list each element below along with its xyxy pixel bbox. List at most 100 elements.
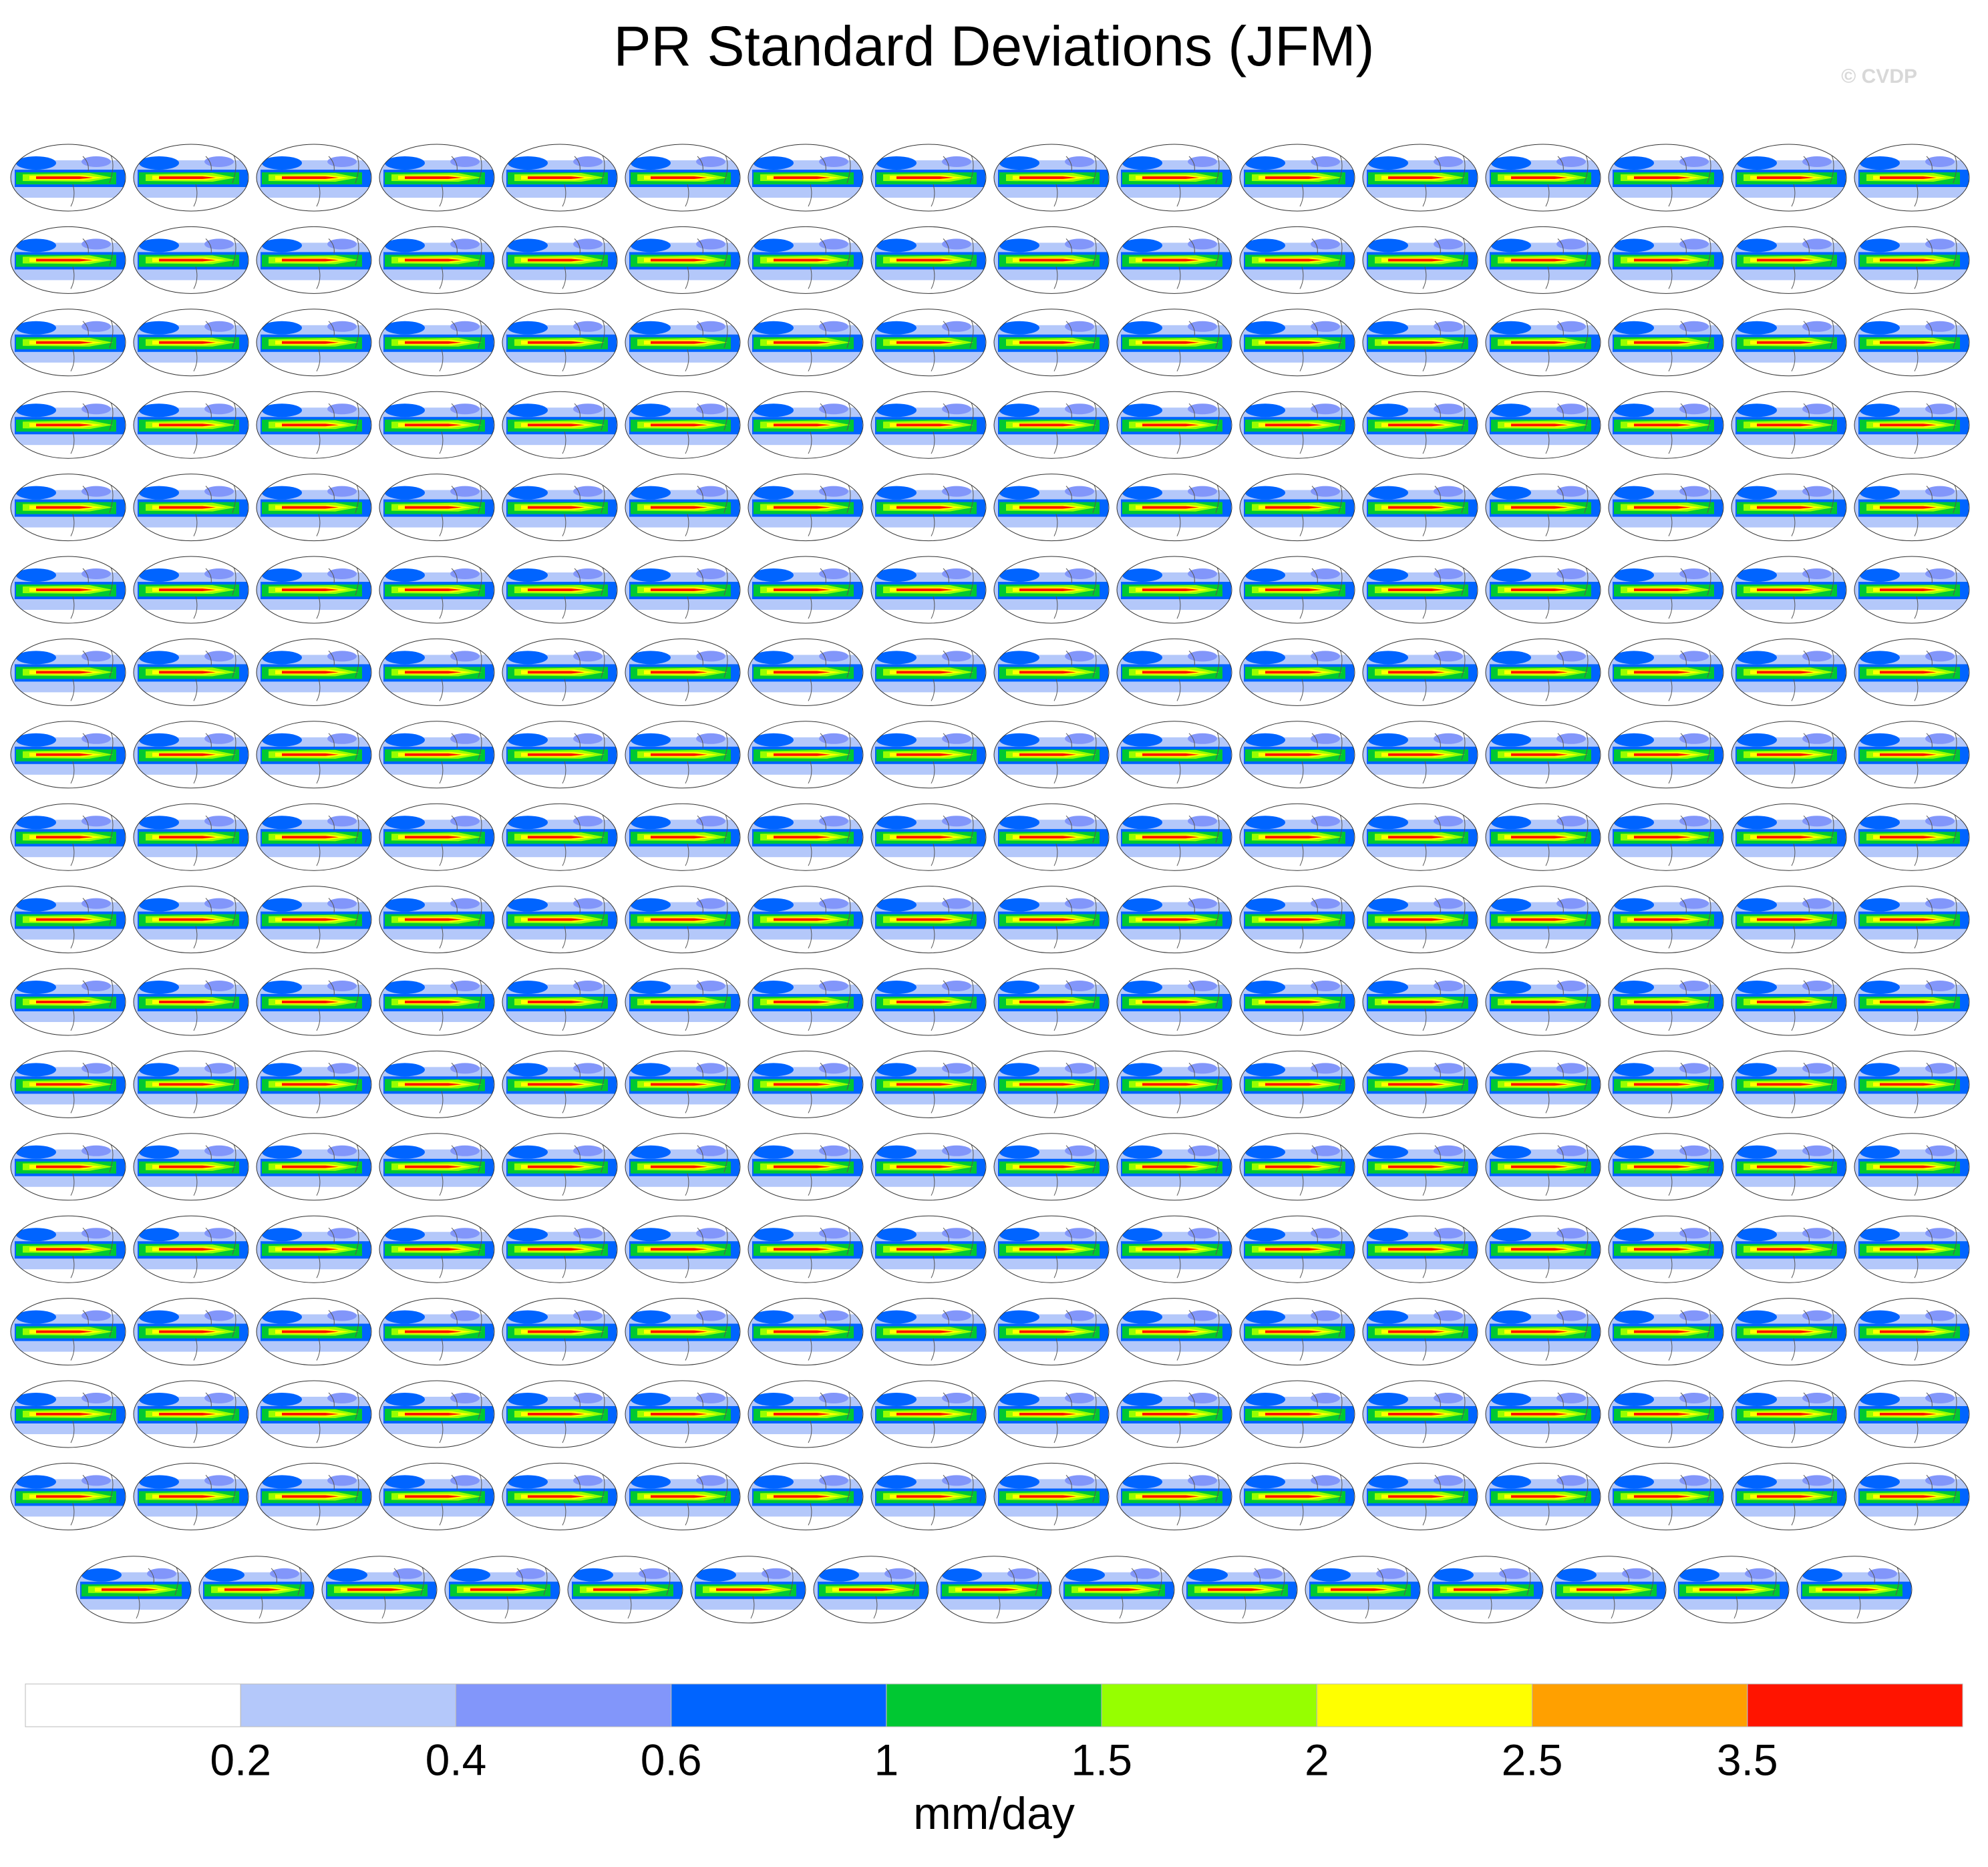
map-panel bbox=[1607, 225, 1725, 295]
map-panel bbox=[1238, 885, 1356, 955]
map-panel bbox=[1607, 720, 1725, 790]
map-panel bbox=[1484, 1379, 1602, 1449]
map-panel bbox=[501, 143, 619, 212]
map-panel bbox=[132, 802, 250, 872]
map-panel bbox=[1238, 802, 1356, 872]
map-panel bbox=[1607, 473, 1725, 542]
map-panel bbox=[747, 308, 864, 377]
map-panel bbox=[132, 390, 250, 460]
map-panel bbox=[993, 967, 1110, 1037]
map-panel bbox=[501, 225, 619, 295]
map-panel bbox=[689, 1555, 807, 1625]
map-panel bbox=[378, 225, 496, 295]
map-panel bbox=[255, 720, 373, 790]
map-panel bbox=[747, 390, 864, 460]
map-panel bbox=[1238, 225, 1356, 295]
map-panel bbox=[624, 555, 741, 625]
map-panel bbox=[132, 967, 250, 1037]
map-panel bbox=[378, 1379, 496, 1449]
map-panel bbox=[1607, 1379, 1725, 1449]
map-panel bbox=[1361, 637, 1479, 707]
colorbar-tick-label: 0.6 bbox=[641, 1735, 702, 1784]
map-panel bbox=[1238, 555, 1356, 625]
map-panel bbox=[624, 637, 741, 707]
map-panel bbox=[1853, 225, 1971, 295]
map-panel bbox=[255, 473, 373, 542]
map-panel bbox=[1853, 1049, 1971, 1119]
map-panel bbox=[378, 1214, 496, 1284]
map-panel bbox=[1116, 473, 1233, 542]
map-panel bbox=[255, 555, 373, 625]
map-panel bbox=[1607, 1049, 1725, 1119]
colorbar-tick-label: 1.5 bbox=[1071, 1735, 1132, 1784]
map-panel bbox=[1484, 473, 1602, 542]
map-panel bbox=[1853, 1214, 1971, 1284]
map-panel bbox=[1484, 308, 1602, 377]
map-panel bbox=[132, 143, 250, 212]
color-box bbox=[25, 1683, 241, 1727]
map-panel bbox=[870, 802, 987, 872]
map-panel bbox=[870, 1297, 987, 1367]
color-box bbox=[671, 1683, 887, 1727]
map-panel bbox=[1116, 1132, 1233, 1202]
map-panel bbox=[9, 637, 127, 707]
map-panel bbox=[1238, 390, 1356, 460]
map-panel bbox=[1484, 225, 1602, 295]
colorbar-tick-label: 1 bbox=[874, 1735, 899, 1784]
map-panel bbox=[255, 1132, 373, 1202]
map-panel bbox=[1853, 720, 1971, 790]
map-panel bbox=[9, 143, 127, 212]
map-panel bbox=[1730, 390, 1848, 460]
map-panel bbox=[1361, 555, 1479, 625]
map-panel bbox=[9, 225, 127, 295]
map-panel bbox=[1116, 1462, 1233, 1531]
map-panel bbox=[501, 1049, 619, 1119]
map-panel bbox=[1730, 225, 1848, 295]
map-panel bbox=[1238, 143, 1356, 212]
map-panel bbox=[378, 967, 496, 1037]
map-panel bbox=[1673, 1555, 1790, 1625]
map-panel bbox=[1730, 885, 1848, 955]
map-panel bbox=[812, 1555, 930, 1625]
map-panel bbox=[993, 390, 1110, 460]
map-panel bbox=[501, 555, 619, 625]
map-panel bbox=[870, 390, 987, 460]
map-panel bbox=[747, 1049, 864, 1119]
map-panel bbox=[1853, 1132, 1971, 1202]
map-panel bbox=[747, 637, 864, 707]
map-panel bbox=[1607, 390, 1725, 460]
map-panel bbox=[747, 1132, 864, 1202]
map-panel bbox=[1484, 555, 1602, 625]
map-panel bbox=[747, 720, 864, 790]
map-panel bbox=[501, 720, 619, 790]
map-panel bbox=[378, 473, 496, 542]
map-panel bbox=[870, 1132, 987, 1202]
colorbar-tick-label: 2.5 bbox=[1502, 1735, 1563, 1784]
map-panel bbox=[1238, 1379, 1356, 1449]
colorbar-tick-label: 3.5 bbox=[1717, 1735, 1778, 1784]
map-panel bbox=[132, 1132, 250, 1202]
map-panel bbox=[870, 225, 987, 295]
map-panel bbox=[870, 1049, 987, 1119]
map-panel bbox=[1853, 473, 1971, 542]
map-panel bbox=[1484, 802, 1602, 872]
map-panel bbox=[1116, 1297, 1233, 1367]
map-panel bbox=[1853, 1297, 1971, 1367]
map-panel bbox=[1607, 1132, 1725, 1202]
map-panel bbox=[1238, 308, 1356, 377]
map-panel bbox=[444, 1555, 561, 1625]
map-panel bbox=[870, 1462, 987, 1531]
map-panel bbox=[1116, 143, 1233, 212]
map-panel bbox=[993, 143, 1110, 212]
map-panel bbox=[747, 1297, 864, 1367]
map-panel bbox=[9, 1049, 127, 1119]
map-panel bbox=[9, 390, 127, 460]
map-panel bbox=[624, 308, 741, 377]
map-panel bbox=[1484, 720, 1602, 790]
map-panel bbox=[1730, 1132, 1848, 1202]
map-panel bbox=[132, 1379, 250, 1449]
map-panel bbox=[993, 1379, 1110, 1449]
map-panel bbox=[1484, 1297, 1602, 1367]
map-panel bbox=[255, 1297, 373, 1367]
